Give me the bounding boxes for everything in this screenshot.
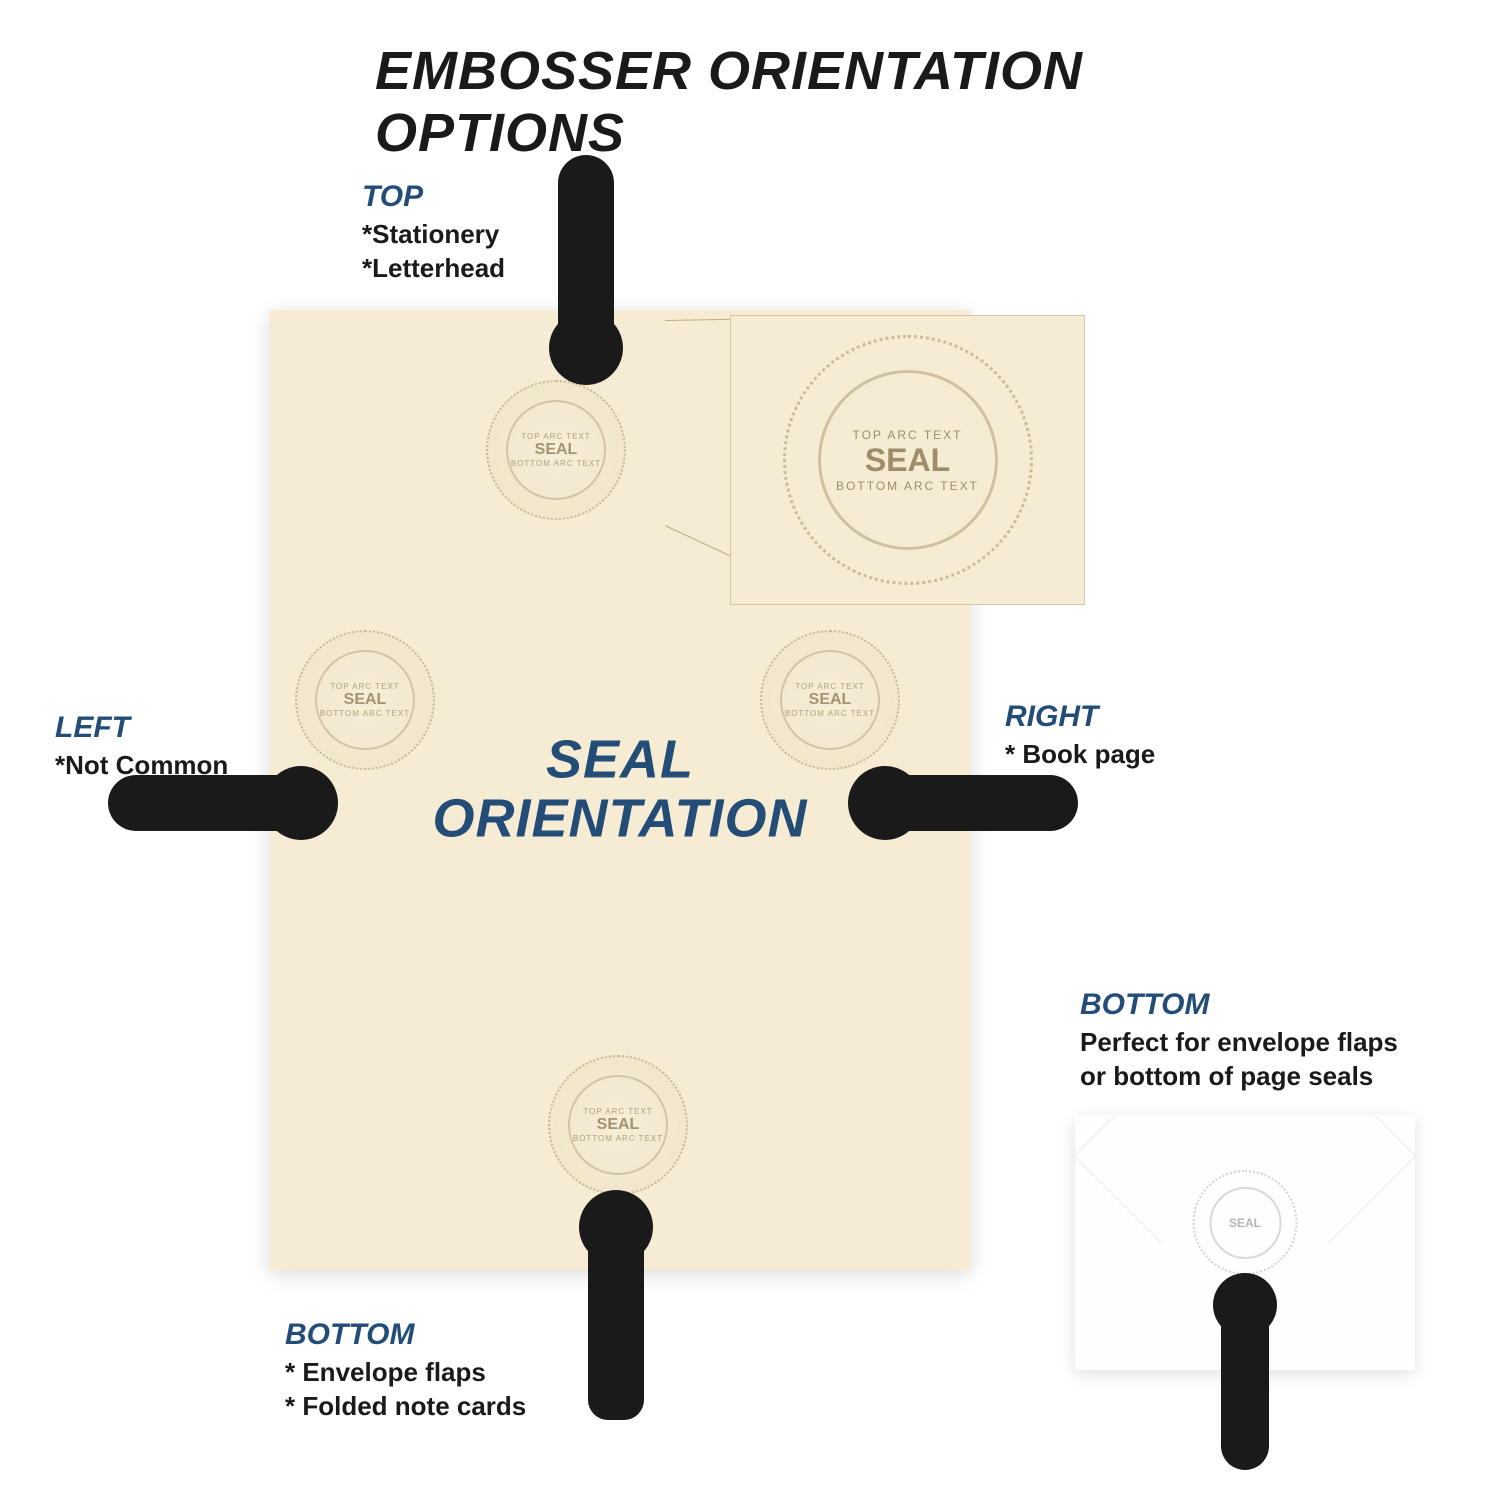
embosser-left: [108, 775, 328, 831]
seal-bottom-arc: BOTTOM ARC TEXT: [320, 709, 410, 718]
seal-left: TOP ARC TEXT SEAL BOTTOM ARC TEXT: [295, 630, 435, 770]
label-bottom-right: BOTTOM Perfect for envelope flaps or bot…: [1080, 988, 1398, 1094]
label-title: LEFT: [55, 711, 228, 745]
zoom-top-arc: TOP ARC TEXT: [852, 428, 962, 442]
label-title: BOTTOM: [285, 1318, 526, 1352]
label-title: TOP: [362, 180, 505, 214]
label-line: * Folded note cards: [285, 1390, 526, 1424]
label-line: or bottom of page seals: [1080, 1060, 1398, 1094]
label-line: Perfect for envelope flaps: [1080, 1026, 1398, 1060]
label-line: * Book page: [1005, 738, 1155, 772]
seal-inner: TOP ARC TEXT SEAL BOTTOM ARC TEXT: [780, 650, 880, 750]
zoom-seal: TOP ARC TEXT SEAL BOTTOM ARC TEXT: [783, 335, 1033, 585]
embosser-bottom: [588, 1200, 644, 1420]
label-top: TOP *Stationery *Letterhead: [362, 180, 505, 286]
seal-top-arc: TOP ARC TEXT: [330, 682, 399, 691]
center-line2: ORIENTATION: [433, 790, 808, 849]
envelope-seal: SEAL: [1193, 1170, 1298, 1275]
label-line: *Not Common: [55, 749, 228, 783]
seal-right: TOP ARC TEXT SEAL BOTTOM ARC TEXT: [760, 630, 900, 770]
center-line1: SEAL: [433, 731, 808, 790]
label-bottom: BOTTOM * Envelope flaps * Folded note ca…: [285, 1318, 526, 1424]
label-left: LEFT *Not Common: [55, 711, 228, 783]
envelope-embosser: [1221, 1295, 1269, 1470]
seal-top-arc: TOP ARC TEXT: [795, 682, 864, 691]
zoom-seal-inner: TOP ARC TEXT SEAL BOTTOM ARC TEXT: [818, 370, 998, 550]
seal-inner: TOP ARC TEXT SEAL BOTTOM ARC TEXT: [568, 1075, 668, 1175]
seal-bottom: TOP ARC TEXT SEAL BOTTOM ARC TEXT: [548, 1055, 688, 1195]
seal-bottom-arc: BOTTOM ARC TEXT: [573, 1134, 663, 1143]
envelope-seal-word: SEAL: [1209, 1187, 1281, 1259]
zoom-word: SEAL: [865, 442, 950, 479]
embosser-top: [558, 155, 614, 375]
label-title: RIGHT: [1005, 700, 1155, 734]
seal-top-arc: TOP ARC TEXT: [583, 1107, 652, 1116]
embosser-right: [858, 775, 1078, 831]
label-line: *Stationery: [362, 218, 505, 252]
label-line: *Letterhead: [362, 252, 505, 286]
seal-word: SEAL: [597, 1116, 640, 1134]
seal-word: SEAL: [809, 691, 852, 709]
envelope-example: SEAL: [1075, 1115, 1415, 1370]
seal-word: SEAL: [344, 691, 387, 709]
seal-inner: TOP ARC TEXT SEAL BOTTOM ARC TEXT: [506, 400, 606, 500]
seal-bottom-arc: BOTTOM ARC TEXT: [785, 709, 875, 718]
seal-inner: TOP ARC TEXT SEAL BOTTOM ARC TEXT: [315, 650, 415, 750]
seal-word: SEAL: [535, 441, 578, 459]
label-right: RIGHT * Book page: [1005, 700, 1155, 772]
seal-bottom-arc: BOTTOM ARC TEXT: [511, 459, 601, 468]
zoom-detail: TOP ARC TEXT SEAL BOTTOM ARC TEXT: [730, 315, 1085, 605]
center-label: SEAL ORIENTATION: [433, 731, 808, 850]
zoom-bottom-arc: BOTTOM ARC TEXT: [836, 479, 979, 493]
label-line: * Envelope flaps: [285, 1356, 526, 1390]
page-title: EMBOSSER ORIENTATION OPTIONS: [375, 40, 1125, 164]
seal-top-arc: TOP ARC TEXT: [521, 432, 590, 441]
label-title: BOTTOM: [1080, 988, 1398, 1022]
seal-top: TOP ARC TEXT SEAL BOTTOM ARC TEXT: [486, 380, 626, 520]
